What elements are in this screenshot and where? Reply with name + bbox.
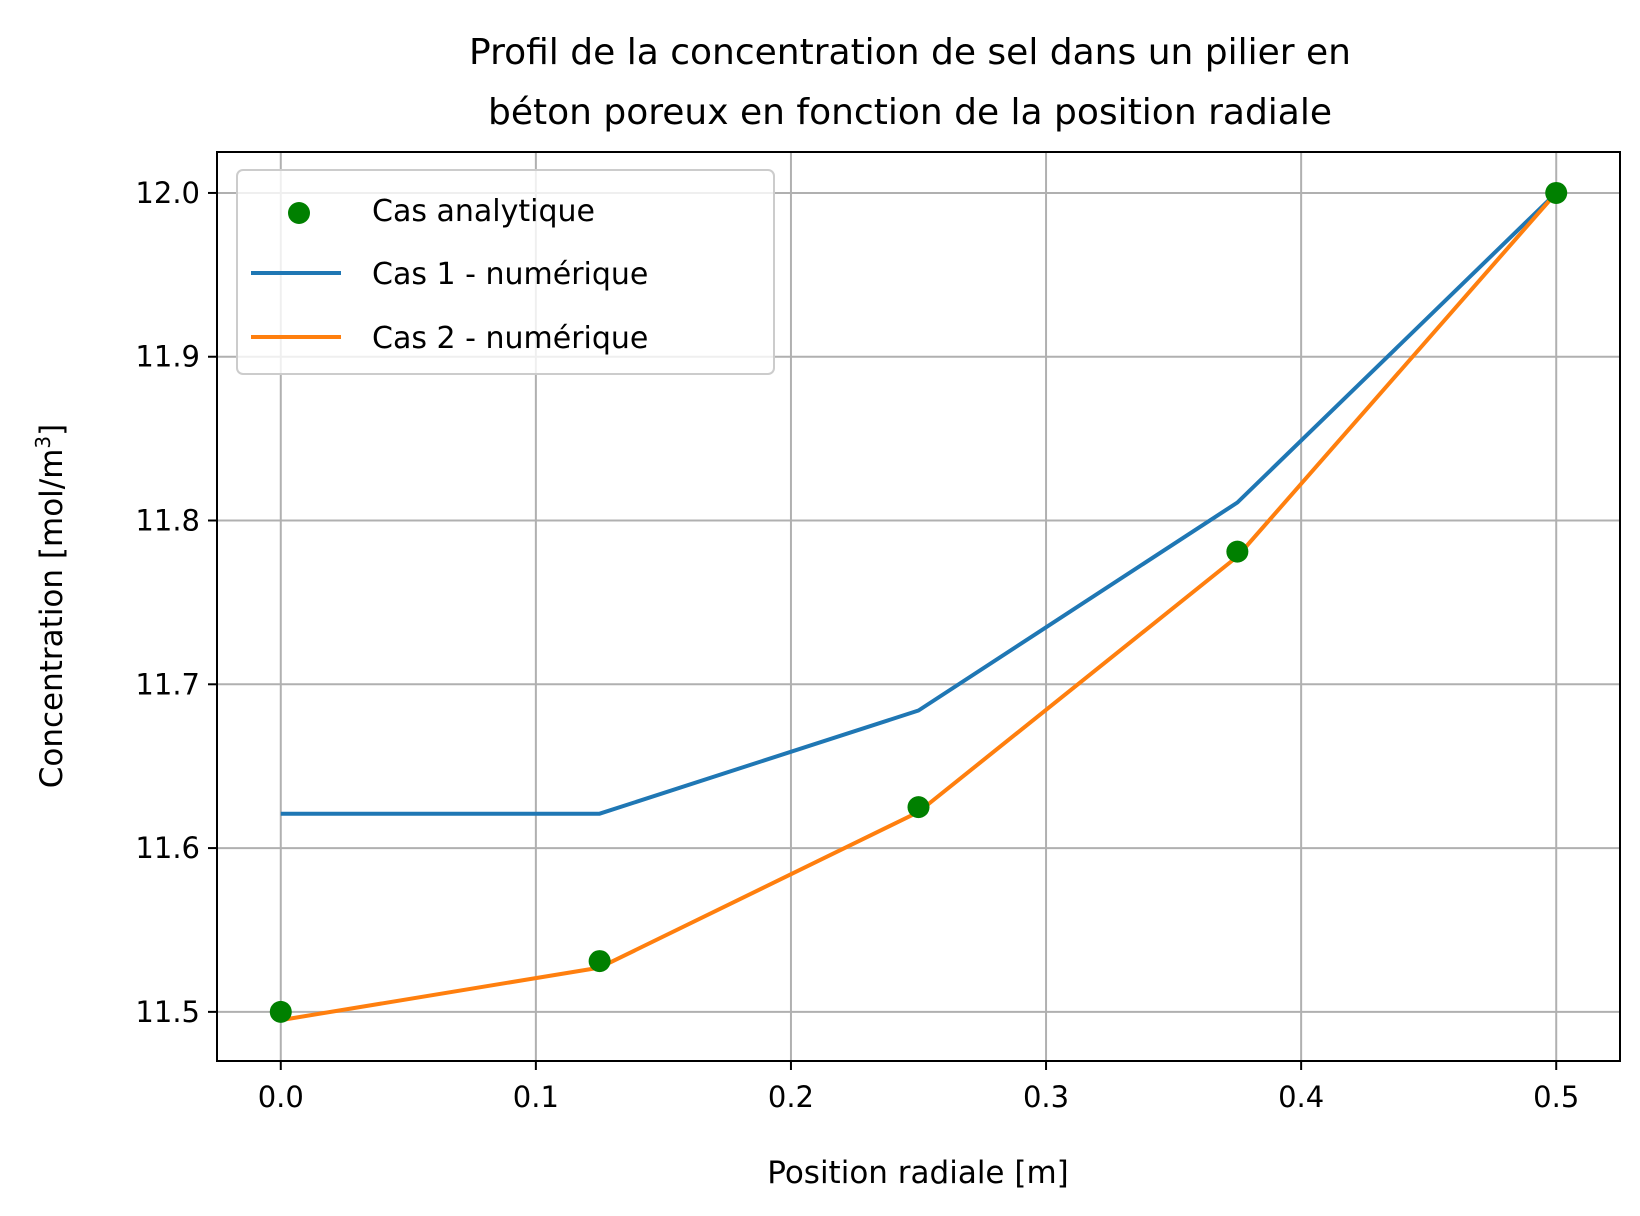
- chart-title-line-1: Profil de la concentration de sel dans u…: [469, 32, 1351, 73]
- data-point: [269, 1000, 292, 1023]
- x-axis-label: Position radiale [m]: [767, 1155, 1069, 1191]
- data-point: [1545, 181, 1568, 204]
- y-tick-label: 11.5: [135, 995, 200, 1029]
- legend-box: [236, 169, 775, 375]
- legend-label-cas-1: Cas 1 - numérique: [372, 257, 648, 292]
- x-tick-label: 0.4: [1278, 1080, 1324, 1114]
- series-layer: [269, 181, 1568, 1023]
- y-tick-label: 11.6: [135, 831, 200, 865]
- data-point: [907, 796, 930, 819]
- legend-label-cas-2: Cas 2 - numérique: [372, 321, 648, 356]
- data-point: [1226, 540, 1249, 563]
- x-tick-label: 0.0: [258, 1080, 304, 1114]
- y-tick-label: 11.9: [135, 340, 200, 374]
- legend: Cas analytique Cas 1 - numérique Cas 2 -…: [236, 169, 775, 375]
- x-tick-label: 0.1: [513, 1080, 559, 1114]
- series-line-1: [280, 191, 1558, 816]
- plot-frame: [216, 151, 1621, 1062]
- y-axis-label-superscript: 3: [31, 436, 55, 449]
- legend-marker-cas-analytique: [288, 202, 310, 224]
- y-tick-label: 12.0: [135, 176, 200, 210]
- legend-label-cas-analytique: Cas analytique: [372, 194, 595, 229]
- chart-title-line-2: béton poreux en fonction de la position …: [488, 92, 1332, 133]
- x-tick-label: 0.3: [1023, 1080, 1069, 1114]
- x-tick-label: 0.5: [1533, 1080, 1579, 1114]
- ticks: 0.0 0.1 0.2 0.3 0.4 0.5 11.5 11.6 11.7 11.8 11.9 12…: [135, 176, 1579, 1114]
- y-tick-label: 11.7: [135, 667, 200, 701]
- y-axis-label-main: Concentration [mol/m: [34, 449, 70, 789]
- data-point: [588, 950, 611, 973]
- x-tick-label: 0.2: [768, 1080, 814, 1114]
- y-tick-label: 11.8: [135, 504, 200, 538]
- y-axis-label: Concentration [mol/m3]: [31, 424, 70, 789]
- y-axis-label-end: ]: [34, 424, 70, 436]
